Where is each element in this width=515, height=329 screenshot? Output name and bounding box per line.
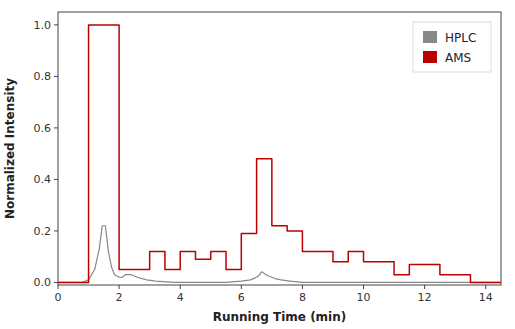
y-tick-label: 1.0 [34,19,52,32]
chart: 0 2 4 6 8 10 12 14 0.0 0.2 0.4 0.6 0.8 1.0 Running Tim… [0,0,515,329]
y-tick [54,76,58,77]
x-tick-label: 8 [299,291,306,304]
y-tick [54,282,58,283]
x-tick-label: 12 [418,291,432,304]
x-tick [241,285,242,289]
x-tick [302,285,303,289]
x-tick [485,285,486,289]
x-tick [119,285,120,289]
y-tick-label: 0.4 [34,173,52,186]
y-tick [54,24,58,25]
x-tick-label: 0 [55,291,62,304]
plot-frame [58,12,501,285]
x-tick [58,285,59,289]
x-tick [424,285,425,289]
y-tick-label: 0.6 [34,122,52,135]
series-line [58,226,501,283]
y-axis-label: Normalized Intensity [3,78,17,219]
x-tick-label: 2 [116,291,123,304]
y-tick-label: 0.2 [34,225,52,238]
legend-box [413,22,491,72]
x-tick [180,285,181,289]
legend: HPLC AMS [413,22,491,72]
x-tick [363,285,364,289]
x-tick-label: 6 [238,291,245,304]
y-tick-label: 0.8 [34,70,52,83]
legend-label: HPLC [445,31,476,45]
y-tick [54,179,58,180]
legend-label: AMS [445,51,471,65]
x-axis-label: Running Time (min) [213,310,347,324]
y-tick-label: 0.0 [34,276,52,289]
y-tick [54,230,58,231]
legend-swatch [423,31,437,43]
x-tick-label: 14 [479,291,493,304]
y-tick [54,127,58,128]
x-tick-label: 10 [357,291,371,304]
legend-swatch [423,51,437,63]
x-tick-label: 4 [177,291,184,304]
